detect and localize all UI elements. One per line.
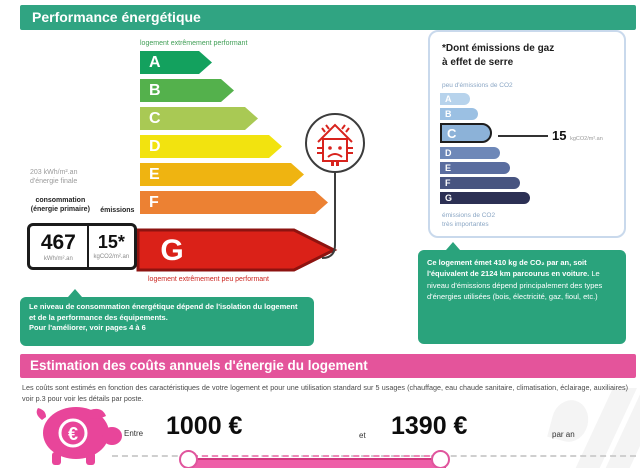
energy-class-F: F <box>140 191 328 214</box>
cost-description: Les coûts sont estimés en fonction des c… <box>22 383 628 404</box>
scale-bottom-label: logement extrêmement peu performant <box>148 276 270 283</box>
ges-panel: *Dont émissions de gaz à effet de serre … <box>428 30 626 238</box>
ges-bottom-label: émissions de CO2 très importantes <box>442 212 496 229</box>
and-label: et <box>359 431 366 440</box>
ges-class-G: G <box>440 192 530 204</box>
energy-class-B: B <box>140 79 234 102</box>
ges-class-D: D <box>440 147 500 159</box>
cost-max-value: 1390 € <box>391 412 468 440</box>
energy-class-C: C <box>140 107 258 130</box>
ges-class-A: A <box>440 93 470 105</box>
cost-section-header: Estimation des coûts annuels d'énergie d… <box>20 354 636 378</box>
energy-class-G-arrow <box>136 228 338 272</box>
current-energy-class: G <box>160 234 184 267</box>
cost-min-value: 1000 € <box>166 412 243 440</box>
consumption-value: 467 <box>40 230 76 254</box>
energy-values-box: 467 kWh/m².an 15* kgCO2/m².an <box>27 223 137 270</box>
emissions-label: émissions <box>100 207 135 215</box>
consumption-unit: kWh/m².an <box>43 255 73 262</box>
values-box-labels: consommation (énergie primaire) émission… <box>25 196 139 214</box>
ges-top-label: peu d'émissions de CO2 <box>442 82 513 89</box>
energy-class-E: E <box>140 163 304 186</box>
ges-unit: kgCO2/m².an <box>570 136 603 142</box>
piggy-bank-icon: € <box>36 407 122 465</box>
cost-range-max-knob <box>431 450 450 468</box>
ges-connector-line <box>498 135 548 137</box>
ges-title: *Dont émissions de gaz à effet de serre <box>442 43 555 68</box>
energy-section-header: Performance énergétique <box>20 5 636 30</box>
ges-class-F: F <box>440 177 520 189</box>
cost-range-axis-highlight <box>192 455 440 457</box>
svg-text:€: € <box>68 424 78 444</box>
emissions-unit: kgCO2/m².an <box>93 254 130 260</box>
final-energy-note: 203 kWh/m².an d'énergie finale <box>30 169 78 186</box>
per-year-label: par an <box>552 430 575 439</box>
ges-value: 15 kgCO2/m².an <box>552 128 603 143</box>
energy-class-A: A <box>140 51 212 74</box>
ges-class-B: B <box>440 108 478 120</box>
cost-range-min-knob <box>179 450 198 468</box>
emissions-value: 15* <box>97 232 125 252</box>
energy-class-D: D <box>140 135 282 158</box>
cost-range-bar <box>190 458 446 468</box>
between-label: Entre <box>124 429 144 438</box>
ges-class-E: E <box>440 162 510 174</box>
scale-top-label: logement extrêmement performant <box>140 40 248 47</box>
ges-class-C-current: C <box>440 123 492 143</box>
energy-note-box: Le niveau de consommation énergétique dé… <box>20 289 314 346</box>
ges-note-box: Ce logement émet 410 kg de CO₂ par an, s… <box>418 242 626 344</box>
sad-house-icon <box>305 113 365 259</box>
consumption-label: consommation <box>35 197 86 204</box>
